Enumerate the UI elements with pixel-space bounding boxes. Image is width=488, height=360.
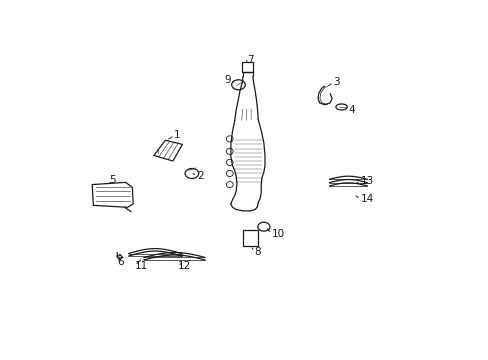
Text: 2: 2: [196, 171, 203, 181]
Text: 12: 12: [178, 261, 191, 271]
Text: 5: 5: [109, 175, 116, 185]
Text: 7: 7: [246, 55, 253, 66]
Text: 14: 14: [360, 194, 373, 204]
Text: 6: 6: [117, 257, 123, 267]
Bar: [242, 62, 252, 72]
Text: 1: 1: [174, 130, 180, 140]
Text: 11: 11: [135, 261, 148, 270]
Text: 13: 13: [360, 176, 373, 186]
Text: 10: 10: [271, 229, 284, 239]
Text: 3: 3: [332, 77, 339, 87]
Text: 8: 8: [254, 247, 261, 257]
Text: 4: 4: [347, 105, 354, 115]
Text: 9: 9: [224, 75, 230, 85]
Bar: [243, 230, 258, 246]
